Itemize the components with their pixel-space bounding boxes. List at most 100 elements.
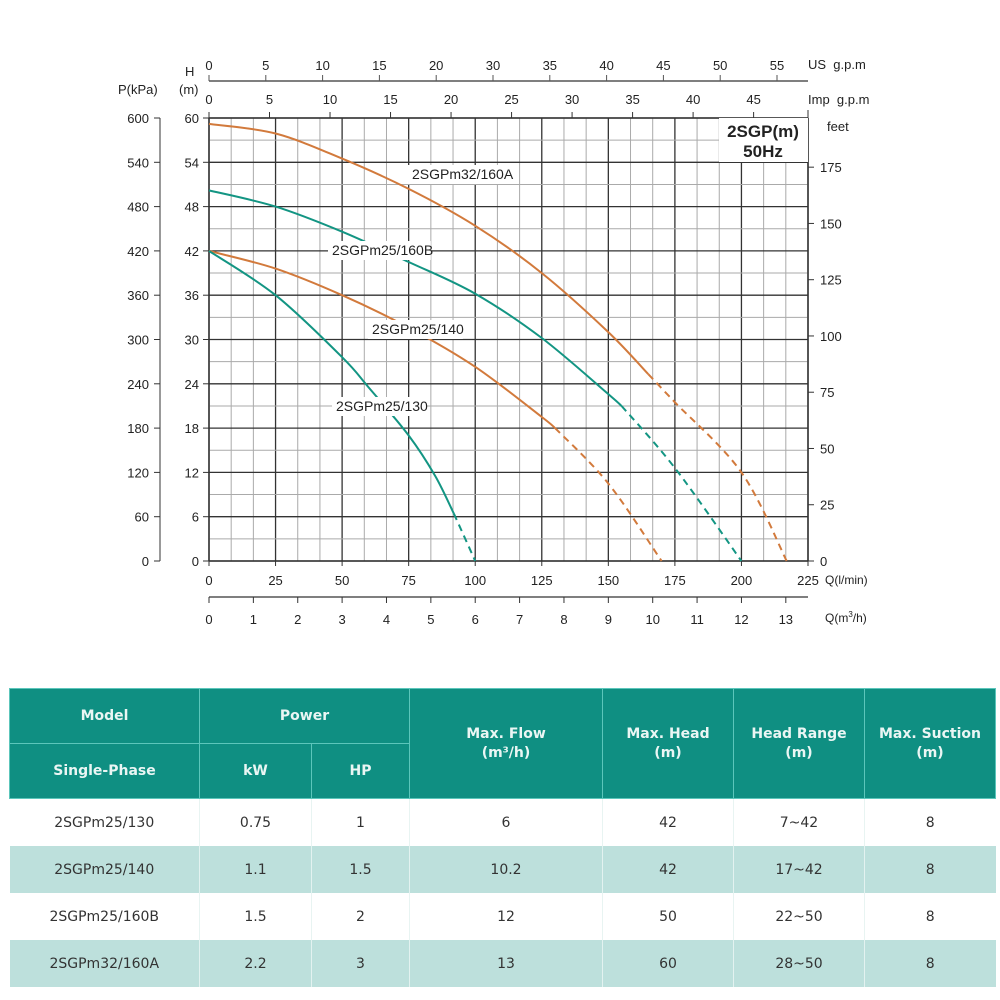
h-tick-label: 48 (185, 200, 199, 215)
header-hp: HP (311, 743, 410, 799)
h-tick-label: 18 (185, 421, 199, 436)
chart-grid (208, 117, 809, 562)
h-tick-label: 0 (192, 554, 199, 569)
header-max-suction-line1: Max. Suction (878, 725, 982, 742)
header-power: Power (199, 688, 410, 744)
pump-spec-table: Model Power Max. Flow (m³/h) Max. Head (… (9, 688, 996, 987)
table-row: 2SGPm32/160A 2.2 3 13 60 28~50 8 (9, 940, 996, 987)
kpa-tick-label: 600 (127, 111, 149, 126)
curve-label-bg (408, 165, 511, 184)
chart-title: 2SGP(m) (727, 122, 799, 141)
h-tick-label: 54 (185, 155, 199, 170)
chart-subtitle: 50Hz (743, 142, 783, 161)
table-row: 2SGPm25/130 0.75 1 6 42 7~42 8 (10, 798, 996, 846)
header-single-phase: Single-Phase (9, 743, 200, 799)
header-kw: kW (199, 743, 312, 799)
y-axis-h-label-line2: (m) (179, 82, 199, 97)
cell-kw: 0.75 (199, 798, 312, 846)
cell-max-head: 50 (602, 893, 734, 940)
us-gpm-tick-label: 35 (543, 58, 557, 73)
header-head-range: Head Range (m) (733, 688, 865, 799)
header-max-head-line2: (m) (654, 744, 682, 761)
h-tick-label: 6 (192, 510, 199, 525)
h-tick-label: 30 (185, 333, 199, 348)
header-model: Model (9, 688, 200, 744)
imp-gpm-tick-label: 5 (266, 92, 273, 107)
us-gpm-tick-label: 30 (486, 58, 500, 73)
header-max-suction: Max. Suction (m) (864, 688, 996, 799)
us-gpm-tick-label: 50 (713, 58, 727, 73)
curve-label: 2SGPm25/160B (332, 242, 433, 258)
imp-gpm-label: Imp g.p.m (808, 92, 869, 107)
us-gpm-tick-label: 55 (770, 58, 784, 73)
curve-label: 2SGPm32/160A (412, 166, 514, 182)
cell-kw: 1.1 (199, 846, 312, 893)
feet-tick-label: 25 (820, 498, 834, 513)
m3h-tick-label: 7 (516, 612, 523, 627)
cell-max-flow: 6 (409, 798, 603, 846)
header-max-flow-line2: (m³/h) (481, 744, 531, 761)
y-axis-kpa-label: P(kPa) (118, 82, 158, 97)
curve-dashed-2sgpm25-160b (620, 405, 743, 562)
feet-tick-label: 75 (820, 385, 834, 400)
feet-tick-label: 125 (820, 273, 842, 288)
cell-max-head: 42 (602, 846, 734, 893)
imp-gpm-tick-label: 25 (504, 92, 518, 107)
m3h-tick-label: 12 (734, 612, 748, 627)
curve-solid-2sgpm32-160a (208, 122, 650, 375)
pump-performance-chart: 0612182430364248546006012018024030036042… (118, 57, 869, 627)
feet-tick-label: 0 (820, 554, 827, 569)
kpa-tick-label: 480 (127, 200, 149, 215)
m3h-tick-label: 8 (560, 612, 567, 627)
cell-head-range: 17~42 (733, 846, 865, 893)
cell-max-flow: 13 (409, 940, 603, 987)
feet-tick-label: 50 (820, 441, 834, 456)
curve-dashed-2sgpm25-140 (554, 427, 663, 562)
feet-tick-label: 175 (820, 160, 842, 175)
cell-max-suction: 8 (864, 940, 996, 987)
kpa-tick-label: 360 (127, 288, 149, 303)
cell-model: 2SGPm32/160A (9, 940, 200, 987)
cell-max-suction: 8 (864, 846, 996, 893)
h-tick-label: 42 (185, 244, 199, 259)
lmin-tick-label: 125 (531, 573, 553, 588)
us-gpm-tick-label: 40 (599, 58, 613, 73)
cell-hp: 3 (311, 940, 410, 987)
kpa-tick-label: 540 (127, 155, 149, 170)
cell-head-range: 7~42 (733, 798, 865, 846)
lmin-tick-label: 225 (797, 573, 819, 588)
cell-model: 2SGPm25/140 (9, 846, 200, 893)
curve-solid-2sgpm25-160b (208, 189, 623, 407)
lmin-tick-label: 25 (268, 573, 282, 588)
table-row: 2SGPm25/140 1.1 1.5 10.2 42 17~42 8 (9, 846, 996, 893)
feet-tick-label: 100 (820, 329, 842, 344)
m3h-tick-label: 0 (205, 612, 212, 627)
cell-max-head: 60 (602, 940, 734, 987)
m3h-tick-label: 13 (779, 612, 793, 627)
h-tick-label: 24 (185, 377, 199, 392)
us-gpm-tick-label: 10 (315, 58, 329, 73)
lmin-tick-label: 175 (664, 573, 686, 588)
kpa-tick-label: 420 (127, 244, 149, 259)
cell-max-flow: 12 (409, 893, 603, 940)
curve-dashed-2sgpm25-130 (452, 513, 477, 562)
m3h-tick-label: 10 (645, 612, 659, 627)
curve-solid-2sgpm25-130 (208, 250, 455, 515)
header-max-flow-line1: Max. Flow (466, 725, 546, 742)
kpa-tick-label: 120 (127, 465, 149, 480)
lmin-tick-label: 150 (597, 573, 619, 588)
chart-curves (208, 122, 788, 562)
imp-gpm-tick-label: 30 (565, 92, 579, 107)
m3h-tick-label: 6 (472, 612, 479, 627)
cell-max-suction: 8 (864, 798, 996, 846)
m3h-tick-label: 3 (338, 612, 345, 627)
cell-hp: 1.5 (311, 846, 410, 893)
us-gpm-tick-label: 20 (429, 58, 443, 73)
cell-kw: 1.5 (199, 893, 312, 940)
imp-gpm-tick-label: 45 (746, 92, 760, 107)
header-max-head-line1: Max. Head (626, 725, 710, 742)
cell-model: 2SGPm25/130 (54, 814, 155, 831)
kpa-tick-label: 60 (135, 510, 149, 525)
chart-labels: 0612182430364248546006012018024030036042… (127, 58, 841, 627)
h-tick-label: 12 (185, 465, 199, 480)
